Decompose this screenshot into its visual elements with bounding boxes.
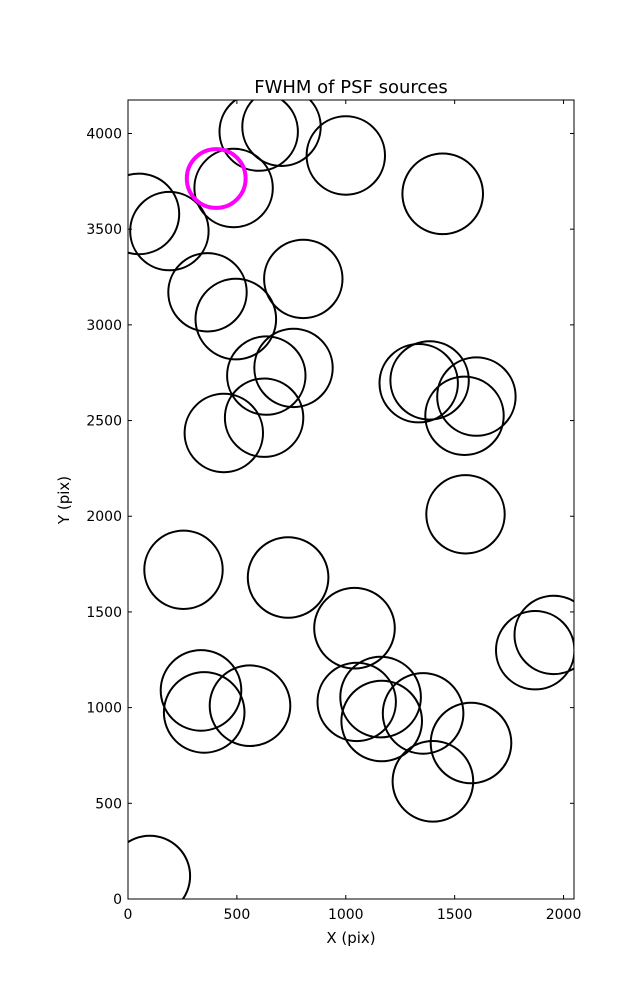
psf-source-circle bbox=[241, 100, 322, 167]
psf-source-circle bbox=[162, 671, 246, 754]
y-tick-label: 2000 bbox=[86, 509, 122, 525]
data-marks bbox=[128, 100, 574, 899]
psf-source-circle bbox=[226, 335, 307, 416]
psf-source-circle bbox=[218, 100, 299, 172]
y-tick-label: 3000 bbox=[86, 318, 122, 334]
psf-source-circle bbox=[159, 649, 243, 732]
psf-source-circle bbox=[313, 586, 396, 670]
x-tick-label: 2000 bbox=[546, 907, 582, 923]
x-axis-label: X (pix) bbox=[326, 929, 375, 947]
psf-source-circle bbox=[208, 664, 292, 748]
psf-source-circle bbox=[305, 115, 386, 196]
x-tick-label: 1000 bbox=[328, 907, 364, 923]
highlighted-source-circle bbox=[184, 147, 248, 210]
psf-source-circle bbox=[128, 834, 192, 899]
psf-source-circle bbox=[424, 375, 505, 456]
psf-source-circle bbox=[143, 529, 224, 610]
psf-source-circle bbox=[389, 340, 470, 421]
psf-source-circle bbox=[167, 252, 248, 333]
psf-source-circle bbox=[429, 701, 513, 785]
psf-source-circle bbox=[495, 610, 574, 691]
y-tick-label: 0 bbox=[113, 892, 122, 908]
plot-frame bbox=[127, 99, 575, 900]
x-tick-label: 0 bbox=[124, 907, 133, 923]
y-tick-label: 3500 bbox=[86, 222, 122, 238]
chart-title: FWHM of PSF sources bbox=[254, 77, 448, 98]
x-axis: 0 500 1000 1500 2000 bbox=[124, 100, 582, 923]
y-tick-label: 1500 bbox=[86, 605, 122, 621]
psf-source-circle bbox=[381, 672, 465, 755]
x-tick-label: 500 bbox=[224, 907, 251, 923]
y-tick-label: 500 bbox=[95, 796, 122, 812]
y-axis: 0 500 1000 1500 2000 2500 3000 3500 4000 bbox=[86, 126, 574, 908]
y-axis-label: Y (pix) bbox=[55, 476, 73, 525]
psf-source-circle bbox=[378, 343, 459, 424]
psf-source-circle bbox=[316, 661, 397, 743]
psf-source-circle bbox=[339, 655, 422, 739]
psf-source-circle bbox=[194, 277, 278, 361]
psf-source-circle bbox=[129, 190, 210, 272]
psf-source-circle bbox=[246, 536, 330, 619]
psf-source-circle bbox=[253, 327, 334, 409]
psf-source-circle bbox=[391, 740, 475, 823]
psf-source-circle bbox=[183, 392, 265, 474]
y-tick-label: 2500 bbox=[86, 414, 122, 430]
psf-source-circle bbox=[263, 238, 344, 320]
y-tick-label: 4000 bbox=[86, 126, 122, 142]
y-tick-label: 1000 bbox=[86, 701, 122, 717]
psf-source-circle bbox=[340, 679, 424, 763]
psf-source-circle bbox=[425, 474, 506, 555]
psf-source-circle bbox=[436, 356, 517, 437]
psf-source-circle bbox=[401, 152, 485, 236]
psf-source-circle bbox=[193, 147, 274, 229]
x-tick-label: 1500 bbox=[437, 907, 473, 923]
psf-source-circle bbox=[223, 377, 305, 458]
psf-source-circle bbox=[513, 594, 574, 676]
